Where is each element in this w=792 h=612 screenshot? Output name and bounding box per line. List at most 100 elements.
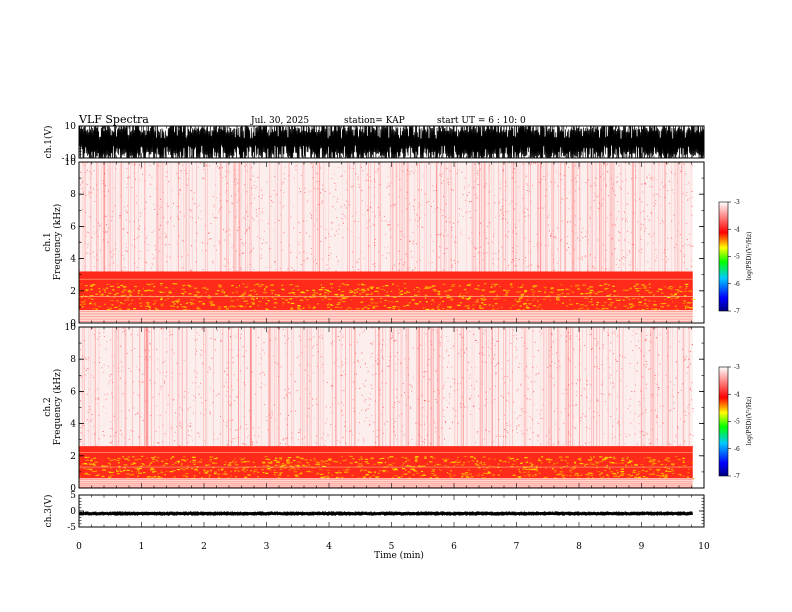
ch1-spectrogram-speckle	[85, 171, 87, 173]
ch1-spectrogram-speckle	[312, 177, 314, 179]
ch1-spectrogram-speckle	[251, 243, 253, 245]
ch1-spectrogram-speckle	[681, 201, 683, 203]
ch1-spectrogram-band-texture	[569, 299, 571, 301]
ch2-spectrogram-band-texture	[609, 461, 611, 463]
ch1-spectrogram-speckle	[443, 196, 444, 198]
ch2-spectrogram-speckle	[220, 415, 221, 417]
ch2-spectrogram-speckle	[469, 397, 471, 399]
ch2-spectrogram-speckle	[646, 364, 648, 365]
ch2-spectrogram-speckle	[434, 329, 436, 331]
ch2-spectrogram-band-texture	[533, 469, 538, 471]
ch2-spectrogram-speckle	[603, 433, 605, 435]
ch1-spectrogram-speckle	[229, 234, 231, 236]
ch2-spectrogram-band-texture	[383, 470, 387, 472]
ch1-spectrogram-speckle	[279, 202, 281, 204]
ch1-spectrogram-speckle	[290, 252, 292, 253]
ch2-spectrogram-speckle	[502, 378, 503, 379]
ch2-spectrogram-band-texture	[419, 475, 423, 477]
ch1-spectrogram-speckle	[561, 198, 563, 200]
ch2-spectrogram-speckle	[371, 343, 373, 345]
ch2-spectrogram-speckle	[183, 359, 185, 361]
ch1-spectrogram-speckle	[181, 256, 183, 258]
ch1-spectrogram-speckle	[154, 208, 156, 210]
ch2-spectrogram-speckle	[456, 329, 458, 331]
ch1-spectrogram-band-texture	[117, 286, 120, 288]
ch2-spectrogram-speckle	[238, 436, 240, 438]
ch1-spectrogram-speckle	[614, 223, 616, 225]
ch1-spectrogram-speckle	[525, 175, 527, 177]
ch1-spectrogram-band-texture	[442, 308, 445, 310]
ch2-spectrogram-speckle	[196, 351, 197, 352]
ch2-spectrogram-band-texture	[569, 470, 572, 472]
ch1-spectrogram-band-texture	[251, 298, 254, 300]
ch1-spectrogram-speckle	[566, 249, 568, 251]
ch2-spectrogram-speckle	[259, 373, 261, 375]
ch1-spectrogram-speckle	[432, 250, 434, 252]
ch2-spectrogram-band-texture	[575, 472, 579, 475]
ch1-spectrogram-speckle	[139, 179, 141, 181]
ch1-spectrogram-speckle	[307, 200, 309, 202]
ch1-spectrogram-band-texture	[384, 299, 386, 302]
ch1-spectrogram-speckle	[341, 218, 343, 220]
ch2-spectrogram-speckle	[460, 349, 462, 351]
ch1-spectrogram-speckle	[234, 169, 236, 171]
ch1-spectrogram-speckle	[316, 189, 318, 191]
ch1-spectrogram-band-texture	[155, 309, 159, 311]
ch1-spectrogram-speckle	[550, 181, 552, 183]
ch2-spectrogram-speckle	[245, 424, 247, 425]
ch2-spectrogram-band-texture	[670, 468, 673, 470]
ch1-spectrogram-speckle	[228, 171, 230, 173]
ch2-spectrogram-speckle	[400, 362, 402, 364]
ch1-spectrogram-speckle	[304, 187, 306, 189]
ch1-spectrogram-band-texture	[339, 299, 342, 301]
ch1-spectrogram-speckle	[178, 255, 179, 257]
ch1-spectrogram-speckle	[529, 250, 531, 252]
ch2-spectrogram-speckle	[511, 371, 513, 373]
ch2-spectrogram-band-texture	[431, 470, 435, 472]
ch2-spectrogram-speckle	[305, 345, 307, 347]
ch1-spectrogram-band-texture	[367, 289, 370, 291]
ch1-spectrogram-speckle	[388, 185, 390, 187]
ch2-spectrogram-speckle	[666, 332, 668, 334]
ch2-spectrogram-speckle	[439, 342, 441, 344]
ch2-spectrogram-speckle	[379, 429, 381, 431]
ch2-spectrogram-speckle	[613, 331, 615, 333]
ch1-spectrogram-band-texture	[533, 285, 537, 287]
ch2-spectrogram-speckle	[576, 391, 578, 393]
ch2-spectrogram-speckle	[435, 431, 437, 433]
ch2-spectrogram-band-texture	[183, 469, 186, 471]
ch1-spectrogram-band-texture	[223, 291, 226, 293]
ch2-spectrogram-speckle	[627, 327, 629, 329]
ch2-spectrogram-speckle	[453, 390, 455, 392]
ch1-spectrogram-band-texture	[164, 287, 169, 289]
ch2-spectrogram-speckle	[440, 336, 442, 338]
ch2-spectrogram-speckle	[167, 394, 169, 396]
ch2-spectrogram-speckle	[624, 433, 626, 435]
ch2-spectrogram-speckle	[99, 344, 101, 346]
ch1-spectrogram-band-texture	[198, 301, 201, 303]
ch1-spectrogram-speckle	[631, 178, 633, 180]
ch1-spectrogram-band-texture	[173, 303, 176, 305]
ch2-spectrogram-speckle	[291, 437, 293, 439]
ch2-spectrogram-speckle	[472, 406, 474, 407]
ch1-spectrogram-speckle	[607, 195, 609, 197]
ch1-spectrogram-band-texture	[669, 286, 672, 288]
ch2-spectrogram-speckle	[469, 377, 470, 379]
ch1-spectrogram-speckle	[689, 233, 691, 235]
ch1-spectrogram-speckle	[529, 191, 530, 193]
ch1-spectrogram-speckle	[113, 254, 115, 255]
ch2-spectrogram-band-texture	[152, 471, 155, 473]
ch1-spectrogram-speckle	[342, 213, 344, 215]
ch2-spectrogram-speckle	[601, 360, 603, 362]
ch2-spectrogram-speckle	[158, 426, 160, 428]
ch2-spectrogram-speckle	[473, 405, 475, 407]
ch2-spectrogram-speckle	[381, 349, 382, 351]
ch1-spectrogram-speckle	[512, 247, 514, 249]
ch1-spectrogram-band-texture	[221, 289, 224, 291]
ch2-spectrogram-speckle	[190, 436, 192, 438]
ch2-spectrogram-speckle	[128, 368, 130, 370]
ch2-spectrogram-speckle	[444, 420, 446, 422]
ch2-spectrogram-speckle	[486, 343, 488, 345]
ch1-spectrogram-speckle	[456, 173, 458, 174]
ch1-spectrogram-speckle	[250, 250, 252, 252]
